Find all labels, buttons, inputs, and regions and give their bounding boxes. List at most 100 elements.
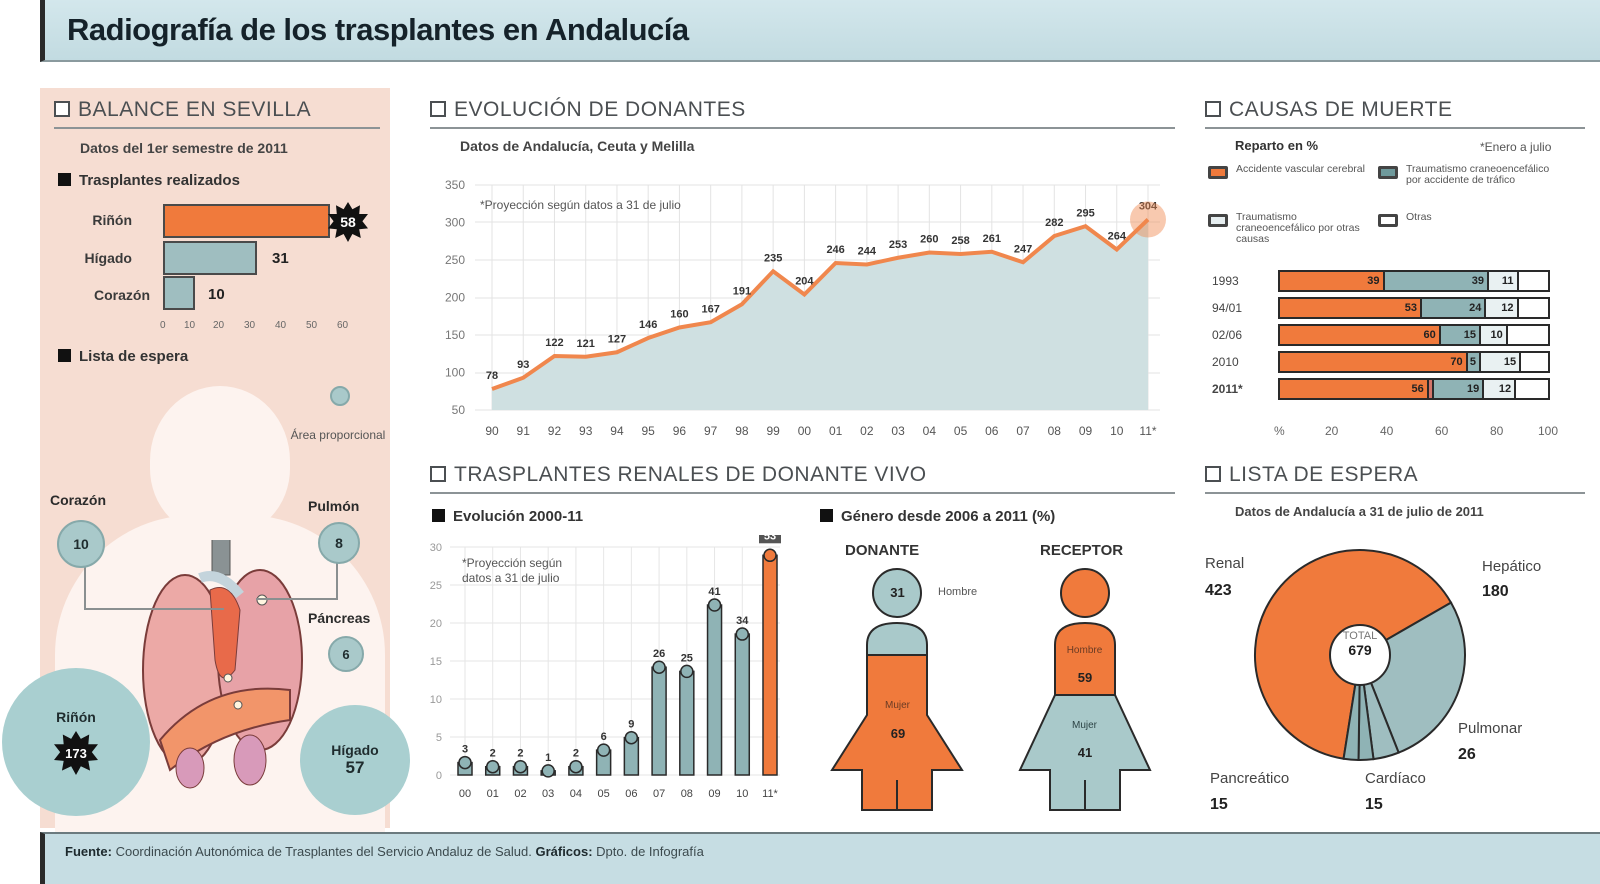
- svg-text:30: 30: [430, 542, 442, 554]
- donors-area-chart: 78 93 122 121 127 146 160 167 191 235 204 246 244 253…: [445, 178, 1166, 438]
- svg-text:02: 02: [514, 788, 526, 800]
- svg-text:11*: 11*: [762, 788, 778, 800]
- svg-text:94: 94: [610, 424, 624, 438]
- causas-heading-text: CAUSAS DE MUERTE: [1229, 98, 1453, 121]
- svg-text:150: 150: [445, 328, 465, 342]
- receptor-hombre-value: 59: [1077, 670, 1093, 685]
- stack-segment: 15: [1480, 353, 1522, 371]
- svg-text:295: 295: [1076, 207, 1094, 219]
- svg-text:6: 6: [601, 731, 607, 743]
- pie-value-hepatico: 180: [1482, 583, 1509, 600]
- leader-line: [256, 560, 338, 600]
- svg-text:00: 00: [798, 424, 812, 438]
- svg-text:15: 15: [430, 656, 442, 668]
- axis-tick: 80: [1490, 424, 1504, 438]
- organ-value: 10: [73, 536, 89, 552]
- svg-text:20: 20: [430, 618, 442, 630]
- svg-text:235: 235: [764, 252, 782, 264]
- stack-row: 53 24 12: [1278, 297, 1550, 319]
- stack-row: 70 5 15: [1278, 351, 1550, 373]
- section-box-icon: [430, 466, 446, 482]
- svg-text:08: 08: [1048, 424, 1062, 438]
- axis-tick: %: [1274, 424, 1285, 438]
- balance-heading-text: BALANCE EN SEVILLA: [78, 98, 312, 121]
- graphics-label: Gráficos:: [535, 844, 593, 859]
- axis-tick: 100: [1538, 424, 1559, 438]
- svg-text:250: 250: [445, 253, 465, 267]
- svg-text:25: 25: [681, 652, 693, 664]
- svg-text:98: 98: [735, 424, 749, 438]
- section-box-icon: [54, 101, 70, 117]
- waiting-heading-text: Lista de espera: [79, 348, 189, 365]
- svg-text:167: 167: [701, 303, 719, 315]
- evolution-heading-text: Evolución 2000-11: [453, 508, 584, 525]
- svg-text:2: 2: [517, 748, 523, 760]
- graphics-text: Dpto. de Infografía: [596, 844, 704, 859]
- transplants-heading: Trasplantes realizados: [58, 172, 240, 189]
- svg-text:34: 34: [736, 615, 749, 627]
- legend-swatch-orange: [1208, 166, 1228, 179]
- svg-text:04: 04: [570, 788, 582, 800]
- svg-text:01: 01: [829, 424, 843, 438]
- stack-row-label: 1993: [1212, 274, 1239, 288]
- donante-figure: [830, 568, 964, 811]
- stack-segment: 24: [1422, 299, 1487, 317]
- stack-segment: 70: [1280, 353, 1468, 371]
- legend-swatch-white: [1378, 214, 1398, 227]
- svg-text:127: 127: [608, 333, 626, 345]
- stack-row: 60 15 10: [1278, 324, 1550, 346]
- svg-text:11*: 11*: [1139, 424, 1156, 438]
- bullet-icon: [58, 349, 71, 362]
- stack-row-label: 02/06: [1212, 328, 1243, 342]
- axis-tick: 60: [1435, 424, 1449, 438]
- axis-tick: 20: [1325, 424, 1339, 438]
- stack-segment: 56: [1280, 380, 1429, 398]
- svg-text:08: 08: [681, 788, 693, 800]
- receptor-label: RECEPTOR: [1040, 542, 1124, 559]
- stack-segment: [1507, 326, 1548, 344]
- body-silhouette-head: [150, 386, 290, 536]
- stack-segment: 19: [1433, 380, 1485, 398]
- espera-heading-text: LISTA DE ESPERA: [1229, 463, 1419, 486]
- renales-heading: TRASPLANTES RENALES DE DONANTE VIVO: [430, 463, 1175, 494]
- svg-text:200: 200: [445, 291, 465, 305]
- organ-label-rinon: Riñón: [56, 709, 96, 725]
- bullet-icon: [58, 173, 71, 186]
- starburst-highlight: 173: [54, 731, 98, 775]
- bar-value: 10: [208, 286, 225, 303]
- pie-label-renal: Renal: [1205, 555, 1245, 572]
- causas-subtitle: Reparto en %: [1235, 138, 1319, 153]
- donante-hombre-label: Hombre: [938, 586, 978, 598]
- organ-value: 173: [65, 745, 87, 761]
- organ-label-corazon: Corazón: [50, 492, 106, 508]
- axis-tick: 10: [184, 320, 196, 331]
- svg-text:92: 92: [548, 424, 562, 438]
- waiting-heading: Lista de espera: [58, 348, 188, 365]
- svg-text:253: 253: [889, 239, 907, 251]
- stack-row-label: 2011*: [1212, 382, 1243, 396]
- bar-corazon: [163, 276, 195, 310]
- balance-subtitle: Datos del 1er semestre de 2011: [80, 140, 288, 156]
- legend-label: Traumatismo craneoencefálico por acciden…: [1406, 163, 1550, 186]
- stack-segment: [1518, 299, 1548, 317]
- svg-text:204: 204: [795, 276, 814, 288]
- receptor-mujer-value: 41: [1077, 745, 1093, 760]
- bullet-icon: [432, 509, 445, 522]
- svg-text:246: 246: [826, 244, 844, 256]
- donantes-heading: EVOLUCIÓN DE DONANTES: [430, 98, 1175, 129]
- svg-text:5: 5: [436, 732, 442, 744]
- receptor-mujer-label: Mujer: [1071, 720, 1097, 731]
- legend-swatch-teal-dark: [1378, 166, 1398, 179]
- axis-tick: 50: [306, 320, 318, 331]
- pie-value-pancreatico: 15: [1210, 796, 1228, 813]
- svg-text:25: 25: [430, 580, 442, 592]
- svg-text:07: 07: [1016, 424, 1030, 438]
- waiting-list-donut: [1254, 549, 1466, 762]
- pie-label-cardiaco: Cardíaco: [1365, 770, 1426, 787]
- page-title: Radiografía de los trasplantes en Andalu…: [67, 12, 689, 47]
- svg-text:06: 06: [985, 424, 999, 438]
- svg-text:96: 96: [673, 424, 687, 438]
- pie-label-hepatico: Hepático: [1482, 558, 1542, 575]
- svg-text:244: 244: [858, 246, 877, 258]
